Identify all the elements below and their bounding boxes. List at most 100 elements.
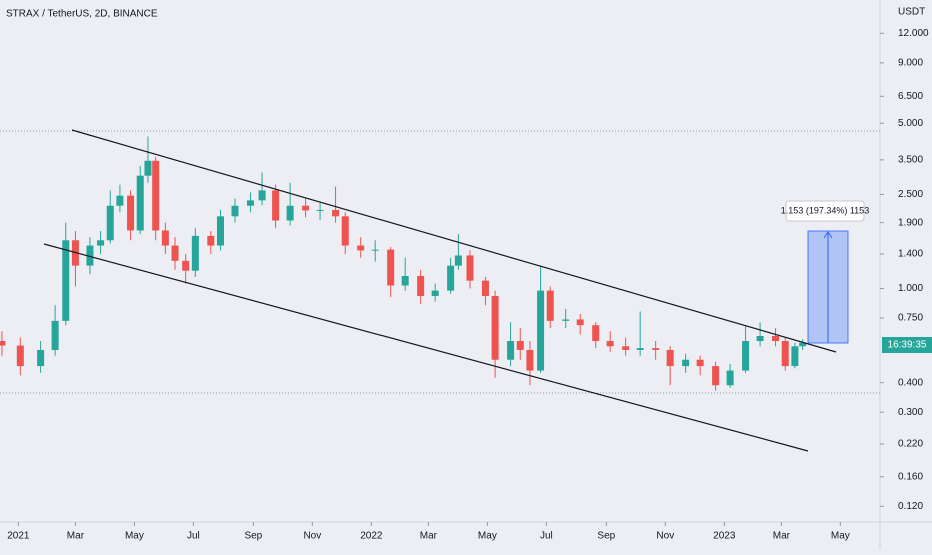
candle-body (216, 216, 224, 246)
candle-body (666, 349, 674, 367)
x-tick-label: Jul (540, 531, 553, 542)
candle-body (592, 325, 600, 342)
price-label-box (882, 337, 932, 353)
x-tick-label: May (831, 531, 850, 542)
candle-body (231, 205, 239, 217)
candle-body (144, 160, 152, 176)
candle-body (16, 345, 24, 367)
y-tick-label: 12.000 (898, 28, 929, 39)
x-tick-label: May (478, 531, 497, 542)
x-tick-label: Nov (656, 531, 674, 542)
x-tick-label: Mar (773, 531, 791, 542)
candle-body (387, 249, 395, 286)
y-tick-label: 1.900 (898, 217, 923, 228)
price-label: 16:39:35 (888, 340, 927, 351)
x-tick-label: Mar (67, 531, 85, 542)
candle-body (417, 275, 425, 296)
candle-body (152, 160, 160, 231)
candle-body (682, 359, 690, 367)
measure-label: 1.153 (197.34%) 1153 (781, 205, 869, 215)
y-tick-label: 6.500 (898, 91, 923, 102)
channel-upper (71, 129, 837, 353)
candle-body (116, 195, 124, 206)
candle-body (466, 255, 474, 281)
candle-body (652, 348, 660, 350)
price-unit: USDT (898, 7, 925, 18)
y-tick-label: 0.300 (898, 407, 923, 418)
candle-body (371, 249, 379, 251)
candle-body (546, 290, 554, 321)
candle-body (772, 335, 780, 342)
candle-body (97, 240, 105, 246)
measure-label-box (785, 200, 865, 222)
candle-body (341, 216, 349, 246)
candle-body (781, 341, 789, 367)
y-tick-label: 0.400 (898, 377, 923, 388)
candle-body (562, 319, 570, 321)
candle-body (636, 348, 644, 350)
candles (0, 136, 807, 391)
candle-body (106, 205, 114, 241)
y-tick-label: 0.750 (898, 313, 923, 324)
candle-body (302, 205, 310, 211)
candle-body (726, 370, 734, 386)
candle-body (712, 366, 720, 386)
candle-body (742, 341, 750, 371)
candle-body (136, 175, 144, 231)
candle-body (696, 359, 704, 367)
candle-body (127, 195, 135, 231)
candle-body (481, 280, 489, 296)
candle-body (431, 290, 439, 296)
candle-body (272, 190, 280, 221)
candle-body (62, 240, 70, 321)
x-tick-label: 2023 (713, 531, 736, 542)
x-tick-label: Mar (420, 531, 438, 542)
x-tick-label: 2021 (7, 531, 30, 542)
candle-body (576, 319, 584, 326)
candle-body (86, 245, 94, 266)
x-tick-label: Sep (597, 531, 615, 542)
y-tick-label: 0.120 (898, 501, 923, 512)
candle-body (0, 341, 6, 346)
candle-body (191, 235, 199, 271)
candle-body (357, 245, 365, 251)
y-tick-label: 5.000 (898, 118, 923, 129)
x-tick-label: 2022 (360, 531, 383, 542)
candle-body (161, 230, 169, 246)
candle-body (491, 295, 499, 360)
x-tick-label: May (125, 531, 144, 542)
candle-body (606, 341, 614, 347)
measure-arrowhead (823, 231, 833, 239)
x-tick-label: Nov (303, 531, 321, 542)
candle-body (622, 346, 630, 350)
channel-lower (43, 243, 809, 452)
chart-title: STRAX / TetherUS, 2D, BINANCE (6, 9, 158, 20)
candle-body (526, 349, 534, 371)
y-tick-label: 3.500 (898, 155, 923, 166)
candle-body (51, 320, 59, 350)
x-tick-label: Sep (244, 531, 262, 542)
candle-body (332, 209, 340, 217)
candle-body (516, 341, 524, 350)
candle-body (454, 255, 462, 266)
candle-body (316, 209, 324, 211)
candle-body (756, 335, 764, 342)
candle-body (258, 190, 266, 201)
x-tick-label: Jul (187, 531, 200, 542)
y-tick-label: 2.500 (898, 189, 923, 200)
y-tick-label: 0.160 (898, 471, 923, 482)
candle-body (246, 200, 254, 206)
y-tick-label: 0.220 (898, 439, 923, 450)
y-tick-label: 1.000 (898, 283, 923, 294)
y-tick-label: 9.000 (898, 58, 923, 69)
candle-body (37, 349, 45, 367)
candle-body (182, 260, 190, 271)
candle-body (791, 346, 799, 367)
candle-body (507, 341, 515, 360)
candle-body (537, 290, 545, 371)
candle-body (401, 275, 409, 286)
candle-body (207, 235, 215, 246)
candle-body (171, 245, 179, 261)
